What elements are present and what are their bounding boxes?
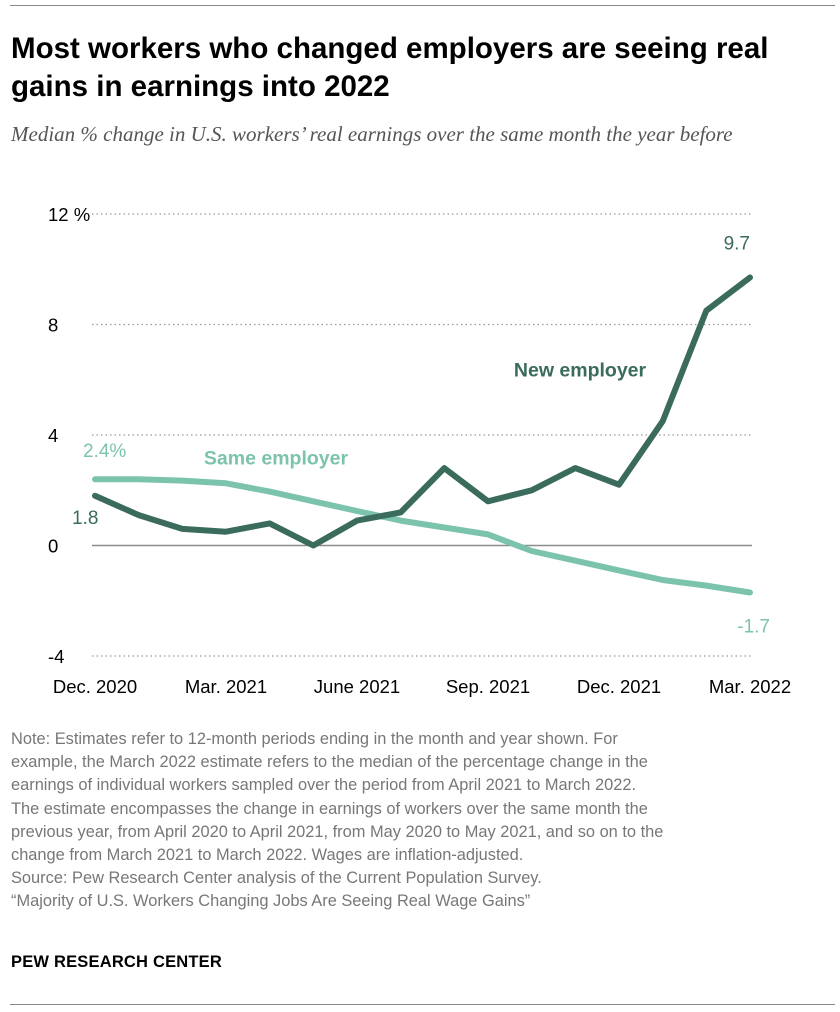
note-line: The estimate encompasses the change in e…	[11, 799, 648, 818]
x-tick-label: Sep. 2021	[446, 676, 530, 697]
chart-subtitle: Median % change in U.S. workers’ real ea…	[11, 122, 733, 146]
chart-note: Note: Estimates refer to 12-month period…	[11, 728, 839, 914]
top-rule	[10, 5, 835, 6]
chart-title: Most workers who changed employers are s…	[11, 32, 769, 103]
note-line: change from March 2021 to March 2022. Wa…	[11, 846, 524, 865]
y-tick-label: -4	[48, 646, 64, 667]
x-tick-label: Dec. 2021	[577, 676, 661, 697]
note-line: earnings of individual workers sampled o…	[11, 776, 636, 795]
x-tick-label: June 2021	[314, 676, 400, 697]
y-tick-label: 4	[48, 425, 58, 446]
label-layer: -4 0 4 8 12 % Dec. 2020 Mar. 2021 June 2021 Sep.…	[48, 204, 791, 697]
same-employer-end-value: -1.7	[737, 616, 770, 637]
line-chart: -4 0 4 8 12 % Dec. 2020 Mar. 2021 June 2021 Sep.…	[48, 204, 791, 697]
new-employer-line	[92, 274, 753, 549]
x-tick-label: Mar. 2021	[185, 676, 267, 697]
series-layer	[92, 274, 753, 596]
report-title-line: “Majority of U.S. Workers Changing Jobs …	[11, 892, 531, 911]
new-employer-start-value: 1.8	[72, 508, 98, 529]
same-employer-start-value: 2.4%	[83, 441, 126, 462]
note-line: example, the March 2022 estimate refers …	[11, 753, 648, 772]
same-employer-series-label: Same employer	[204, 447, 349, 469]
y-tick-label: 8	[48, 315, 58, 336]
bottom-rule	[10, 1004, 835, 1005]
x-tick-label: Dec. 2020	[53, 676, 137, 697]
y-tick-label: 12 %	[48, 204, 90, 225]
new-employer-end-value: 9.7	[724, 234, 750, 255]
grid-layer	[92, 213, 752, 657]
note-line: previous year, from April 2020 to April …	[11, 822, 664, 841]
y-tick-label: 0	[48, 536, 58, 557]
pew-research-center-logo: PEW RESEARCH CENTER	[11, 953, 222, 971]
new-employer-series-label: New employer	[514, 360, 647, 382]
same-employer-line	[92, 476, 753, 596]
note-line: Note: Estimates refer to 12-month period…	[11, 730, 618, 748]
source-line: Source: Pew Research Center analysis of …	[11, 869, 542, 888]
x-tick-label: Mar. 2022	[709, 676, 791, 697]
